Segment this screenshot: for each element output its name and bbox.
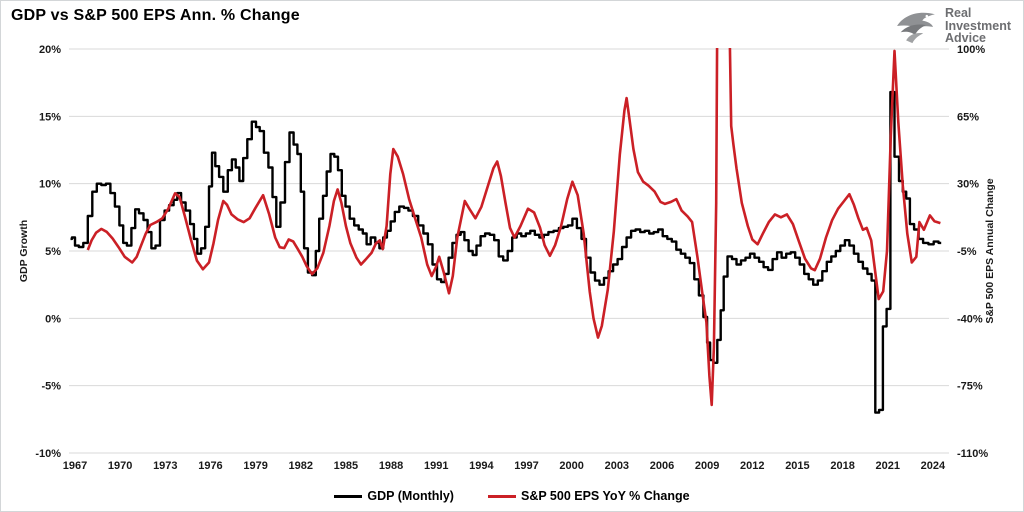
x-axis-tick-label: 2015 — [785, 460, 809, 472]
right-axis-tick-label: -75% — [957, 381, 983, 393]
left-axis-title: GDP Growth — [18, 220, 30, 282]
x-axis-tick-label: 2009 — [695, 460, 719, 472]
x-axis-tick-label: 1997 — [514, 460, 538, 472]
ria-logo-text-line3: Advice — [945, 31, 986, 45]
x-axis-tick-label: 2000 — [559, 460, 583, 472]
legend-item-gdp: GDP (Monthly) — [334, 489, 454, 503]
x-axis-tick-label: 2021 — [876, 460, 900, 472]
left-axis-tick-label: 10% — [39, 179, 61, 191]
right-axis-tick-label: 100% — [957, 44, 985, 56]
x-axis-tick-label: 2018 — [830, 460, 854, 472]
x-axis-tick-label: 2003 — [605, 460, 629, 472]
legend-label-gdp: GDP (Monthly) — [367, 489, 454, 503]
x-axis-tick-label: 1970 — [108, 460, 132, 472]
right-axis-title: S&P 500 EPS Annual Change — [984, 178, 996, 323]
x-axis-tick-label: 1994 — [469, 460, 494, 472]
right-axis-tick-label: 30% — [957, 179, 979, 191]
x-axis-tick-label: 1988 — [379, 460, 403, 472]
legend-item-eps: S&P 500 EPS YoY % Change — [487, 489, 690, 503]
x-axis-tick-label: 1982 — [289, 460, 313, 472]
x-axis-tick-label: 2006 — [650, 460, 674, 472]
chart-legend: GDP (Monthly) S&P 500 EPS YoY % Change — [1, 489, 1023, 503]
x-axis-tick-label: 1976 — [198, 460, 222, 472]
ria-eagle-logo-icon — [897, 12, 935, 43]
left-axis-tick-label: -5% — [41, 381, 61, 393]
left-axis-tick-label: 20% — [39, 44, 61, 56]
ria-logo: Real Investment Advice — [893, 7, 1011, 45]
left-axis-tick-label: -10% — [35, 448, 61, 460]
right-axis-tick-label: -110% — [957, 448, 988, 460]
chart-title: GDP vs S&P 500 EPS Ann. % Change — [11, 7, 300, 24]
eps-line-swatch — [487, 494, 516, 498]
legend-label-eps: S&P 500 EPS YoY % Change — [520, 489, 690, 503]
left-axis-tick-label: 0% — [45, 313, 61, 325]
x-axis-tick-label: 1967 — [63, 460, 87, 472]
gdp-line-swatch — [334, 494, 363, 498]
left-axis-tick-label: 15% — [39, 111, 61, 123]
left-axis-tick-label: 5% — [45, 246, 61, 258]
eps-line — [86, 48, 941, 407]
x-axis-tick-label: 1991 — [424, 460, 448, 472]
x-axis-tick-label: 2024 — [921, 460, 946, 472]
right-axis-tick-label: 65% — [957, 111, 979, 123]
ria-logo-text-line2: Investment — [945, 18, 1011, 33]
x-axis-tick-label: 1985 — [334, 460, 358, 472]
right-axis-tick-label: -5% — [957, 246, 977, 258]
ria-logo-text: Real Investment Advice — [945, 7, 1011, 45]
x-axis-tick-label: 1973 — [153, 460, 177, 472]
x-axis-tick-label: 1979 — [243, 460, 267, 472]
ria-logo-text-line1: Real — [945, 6, 972, 20]
right-axis-tick-label: -40% — [957, 313, 983, 325]
x-axis-tick-label: 2012 — [740, 460, 764, 472]
gdp-line — [70, 90, 942, 414]
